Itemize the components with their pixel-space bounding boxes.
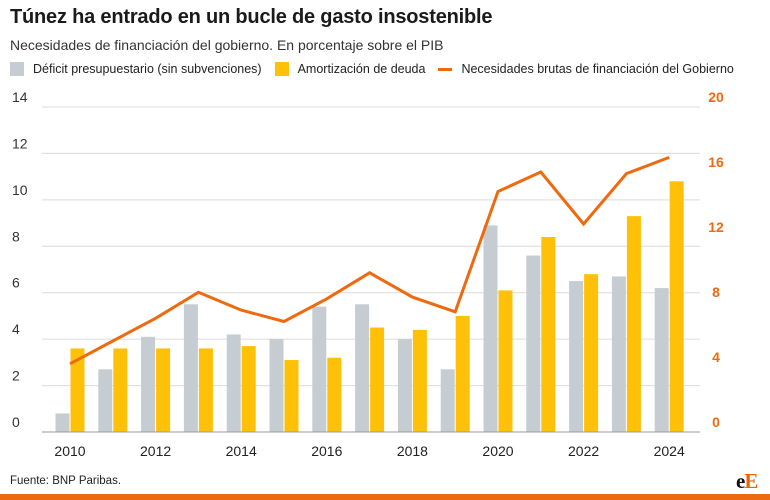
bar-deficit [98,369,113,432]
bar-debt [626,216,641,432]
bar-debt [327,357,342,432]
chart-legend: Déficit presupuestario (sin subvenciones… [10,62,747,76]
logo-letter-E: E [744,469,758,493]
bar-deficit [526,255,541,432]
axis-layer: 0 2 4 6 8 10 12 14 0 4 8 12 16 20 2010 2012 2014 2016 2018… [0,89,770,500]
legend-item-debt: Amortización de deuda [274,62,426,76]
bar-debt [113,348,128,432]
x-tick-label: 2016 [311,443,342,459]
y-left-tick-label: 8 [12,228,20,244]
y-left-tick-label: 6 [12,275,20,291]
x-tick-label: 2012 [140,443,171,459]
bars-layer [55,181,684,432]
x-tick-label: 2010 [54,443,85,459]
source-note: Fuente: BNP Paribas. [10,475,122,487]
y-right-tick-label: 8 [712,284,720,300]
footer-band [0,494,770,500]
y-right-tick-label: 16 [708,154,724,170]
line-layer [69,155,670,366]
bar-deficit [569,281,584,432]
bar-debt [241,346,256,432]
brand-logo: eE [736,469,758,494]
bar-debt [412,329,427,432]
bar-deficit [269,339,284,432]
y-left-tick-label: 0 [12,414,20,430]
bar-deficit [440,369,455,432]
bar-deficit [141,336,156,432]
bar-debt [541,237,556,432]
legend-item-financing: Necesidades brutas de financiación del G… [438,62,734,76]
y-left-tick-label: 14 [12,89,28,105]
y-right-tick-label: 20 [708,89,724,105]
bar-deficit [654,288,669,432]
bar-debt [156,348,171,432]
x-tick-label: 2018 [397,443,428,459]
legend-swatch-financing [438,67,453,71]
bar-debt [70,348,85,432]
page-title: Túnez ha entrado en un bucle de gasto in… [10,6,493,28]
logo-letter-e: e [736,469,745,493]
bar-debt [198,348,213,432]
bar-debt [284,360,299,432]
bar-deficit [483,225,498,432]
legend-label-financing: Necesidades brutas de financiación del G… [461,62,734,76]
y-right-tick-label: 4 [712,349,720,365]
y-left-tick-label: 12 [12,135,28,151]
x-tick-label: 2020 [482,443,513,459]
y-right-tick-label: 0 [712,414,720,430]
y-left-tick-label: 4 [12,321,20,337]
bar-debt [584,274,599,432]
bar-debt [498,290,513,432]
bar-debt [669,181,684,432]
legend-item-deficit: Déficit presupuestario (sin subvenciones… [10,62,262,76]
x-tick-label: 2024 [654,443,685,459]
bar-debt [370,327,385,432]
bar-deficit [226,334,241,432]
bar-deficit [55,413,70,432]
y-right-tick-label: 12 [708,219,724,235]
legend-label-deficit: Déficit presupuestario (sin subvenciones… [33,62,262,76]
page-subtitle: Necesidades de financiación del gobierno… [10,37,444,53]
bar-deficit [611,276,626,432]
x-tick-label: 2014 [226,443,257,459]
bar-deficit [312,306,327,432]
bar-deficit [355,304,370,432]
bar-deficit [397,339,412,432]
y-left-tick-label: 10 [12,182,28,198]
legend-label-debt: Amortización de deuda [297,62,426,76]
x-tick-label: 2022 [568,443,599,459]
bar-deficit [183,304,198,432]
y-left-tick-label: 2 [12,368,20,384]
bar-debt [455,315,470,432]
legend-swatch-deficit [10,62,24,76]
legend-swatch-debt [274,62,289,76]
